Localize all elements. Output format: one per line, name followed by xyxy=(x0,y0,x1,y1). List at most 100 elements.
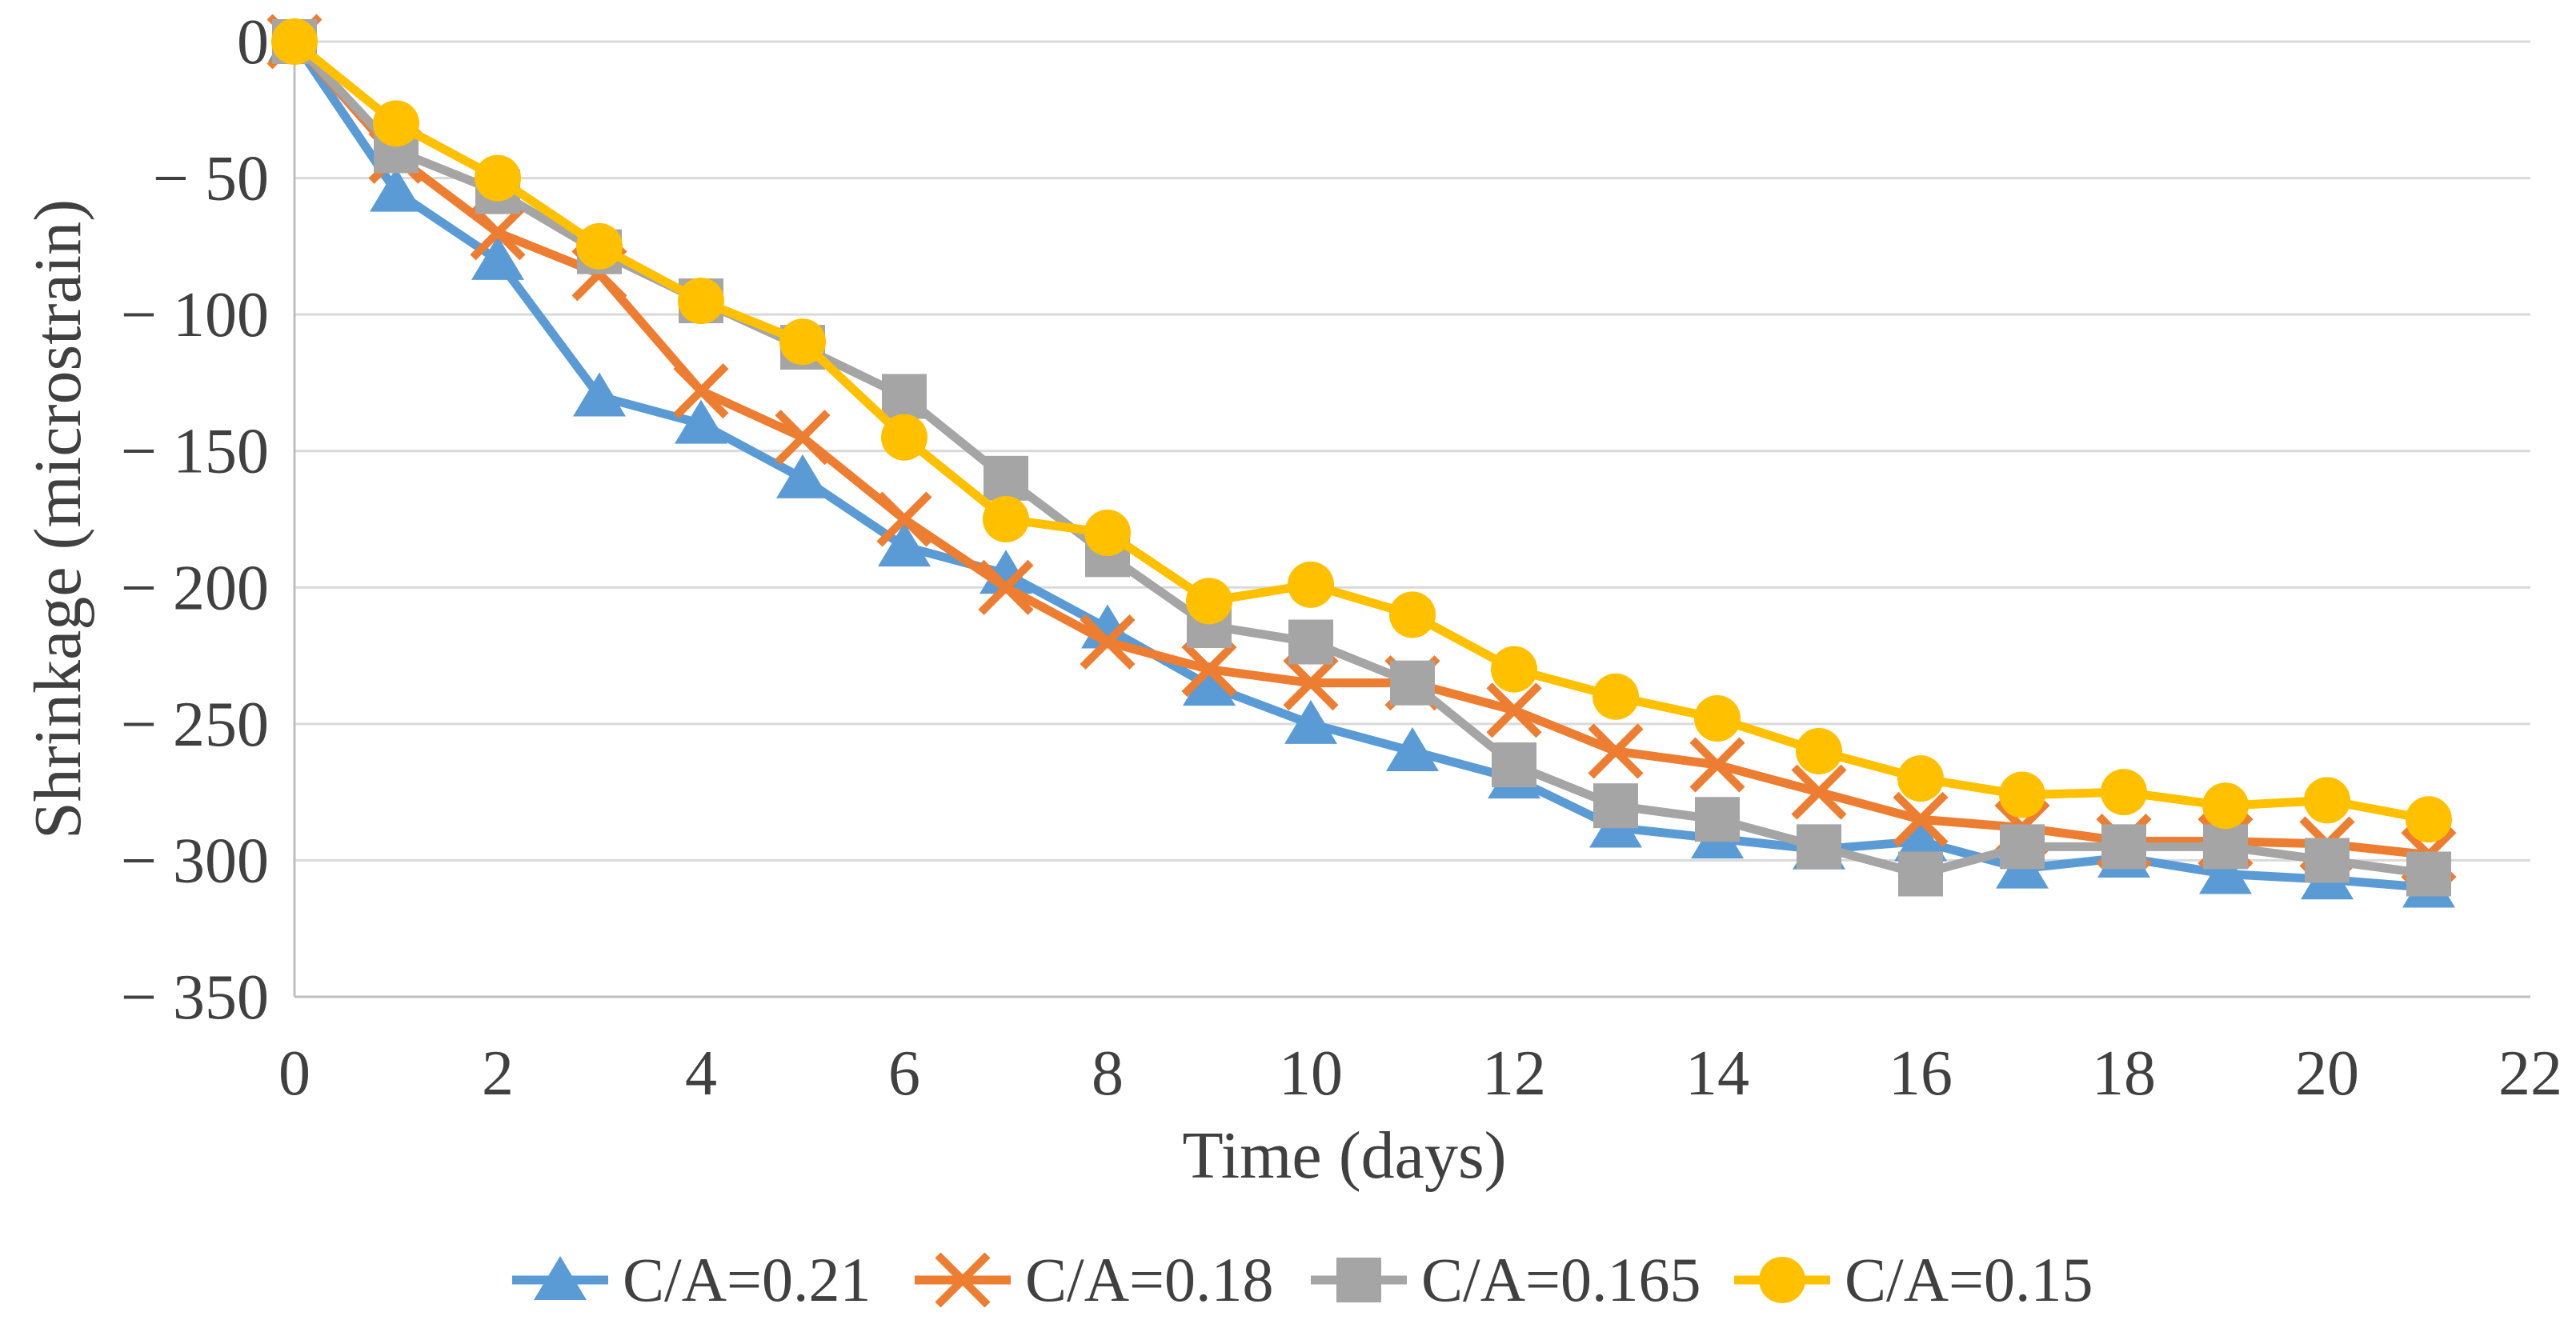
circle-marker xyxy=(1759,1257,1805,1303)
x-tick-label: 2 xyxy=(482,1038,514,1109)
square-marker xyxy=(1695,797,1740,842)
square-marker xyxy=(1492,742,1536,788)
legend-item-c-a-0-165: C/A=0.165 xyxy=(1311,1245,1701,1314)
x-marker xyxy=(1080,614,1136,670)
y-tick-label: 0 xyxy=(237,7,269,78)
triangle-marker xyxy=(1386,726,1439,771)
circle-marker xyxy=(576,222,623,270)
series-c-a-0-15 xyxy=(271,18,2452,843)
square-marker xyxy=(2305,838,2350,883)
y-tick-label: − 300 xyxy=(121,826,269,896)
square-marker xyxy=(984,455,1028,501)
circle-marker xyxy=(1186,578,1232,625)
circle-marker xyxy=(1694,695,1741,742)
x-marker xyxy=(1181,642,1237,698)
y-tick-label: − 150 xyxy=(121,417,269,487)
square-marker xyxy=(1797,824,1841,870)
circle-marker xyxy=(678,278,724,325)
circle-marker xyxy=(1389,591,1436,638)
y-tick-label: − 350 xyxy=(121,962,269,1033)
x-marker xyxy=(673,363,729,419)
legend-label: C/A=0.15 xyxy=(1845,1245,2093,1314)
x-marker xyxy=(1893,791,1949,847)
series-c-a-0-165 xyxy=(272,19,2451,897)
circle-marker xyxy=(1796,727,1842,774)
triangle-marker xyxy=(1284,699,1337,744)
x-tick-label: 22 xyxy=(2498,1038,2562,1109)
series-line-c-a-0-18 xyxy=(290,37,2434,860)
x-marker xyxy=(1283,655,1339,711)
gridlines xyxy=(294,40,2530,998)
x-marker xyxy=(1791,764,1847,820)
x-tick-label: 20 xyxy=(2295,1038,2359,1109)
legend-label: C/A=0.21 xyxy=(623,1245,871,1314)
series-c-a-0-18 xyxy=(266,14,2457,883)
x-axis-title: Time (days) xyxy=(1182,1118,1506,1193)
x-tick-label: 10 xyxy=(1279,1038,1343,1109)
legend-label: C/A=0.18 xyxy=(1025,1245,1274,1314)
circle-marker xyxy=(1897,755,1944,802)
x-marker xyxy=(1689,737,1745,793)
triangle-marker xyxy=(675,399,727,444)
circle-marker xyxy=(1491,646,1537,693)
x-marker xyxy=(1588,723,1644,779)
x-marker xyxy=(978,559,1034,615)
circle-marker xyxy=(1288,561,1334,608)
legend: C/A=0.21 C/A=0.18 C/A=0.165 C/A=0.15 xyxy=(512,1245,2093,1314)
circle-marker xyxy=(1592,673,1639,720)
x-marker xyxy=(935,1252,991,1308)
circle-marker xyxy=(475,154,521,202)
y-tick-label: − 100 xyxy=(121,280,269,350)
legend-item-c-a-0-21: C/A=0.21 xyxy=(512,1245,871,1314)
triangle-marker xyxy=(573,372,626,417)
triangle-marker xyxy=(471,235,524,280)
square-marker xyxy=(2203,824,2248,870)
legend-label: C/A=0.165 xyxy=(1421,1245,1701,1314)
circle-marker xyxy=(2202,782,2249,830)
circle-marker xyxy=(983,496,1029,542)
triangle-marker xyxy=(878,522,931,567)
x-tick-label: 14 xyxy=(1685,1038,1749,1109)
series-line-c-a-0-15 xyxy=(290,37,2434,824)
triangle-marker xyxy=(2199,850,2252,894)
square-marker xyxy=(882,374,927,419)
y-tick-label: − 50 xyxy=(153,144,269,214)
circle-marker xyxy=(779,318,826,366)
square-marker xyxy=(1390,660,1435,706)
x-marker xyxy=(876,491,932,547)
square-marker xyxy=(1288,619,1333,665)
circle-marker xyxy=(2304,777,2350,824)
triangle-marker xyxy=(1894,817,1947,862)
legend-item-c-a-0-18: C/A=0.18 xyxy=(915,1245,1274,1314)
triangle-marker xyxy=(776,454,829,498)
circle-marker xyxy=(881,414,927,461)
x-tick-label: 6 xyxy=(888,1038,920,1109)
x-tick-label: 16 xyxy=(1889,1038,1953,1109)
x-marker xyxy=(470,205,526,261)
x-tick-label: 18 xyxy=(2092,1038,2156,1109)
square-marker xyxy=(1593,783,1638,829)
x-tick-label: 0 xyxy=(278,1038,310,1109)
circle-marker xyxy=(2101,769,2147,816)
y-axis-title: Shrinkage (microstrain) xyxy=(21,199,95,839)
circle-marker xyxy=(1084,510,1131,557)
x-tick-label: 12 xyxy=(1482,1038,1546,1109)
square-marker xyxy=(1336,1258,1381,1302)
square-marker xyxy=(2000,824,2045,870)
circle-marker xyxy=(271,18,318,65)
x-marker xyxy=(775,410,831,466)
circle-marker xyxy=(2406,796,2452,843)
square-marker xyxy=(1898,851,1943,897)
square-marker xyxy=(2101,824,2146,870)
triangle-marker xyxy=(370,167,423,212)
series-line-c-a-0-21 xyxy=(290,37,2434,893)
axes xyxy=(293,42,2530,998)
circle-marker xyxy=(373,100,419,147)
triangle-marker xyxy=(1183,662,1236,706)
y-tick-label: − 200 xyxy=(121,553,269,623)
square-marker xyxy=(2406,851,2451,897)
triangle-marker xyxy=(534,1256,587,1300)
x-marker xyxy=(1486,682,1542,738)
